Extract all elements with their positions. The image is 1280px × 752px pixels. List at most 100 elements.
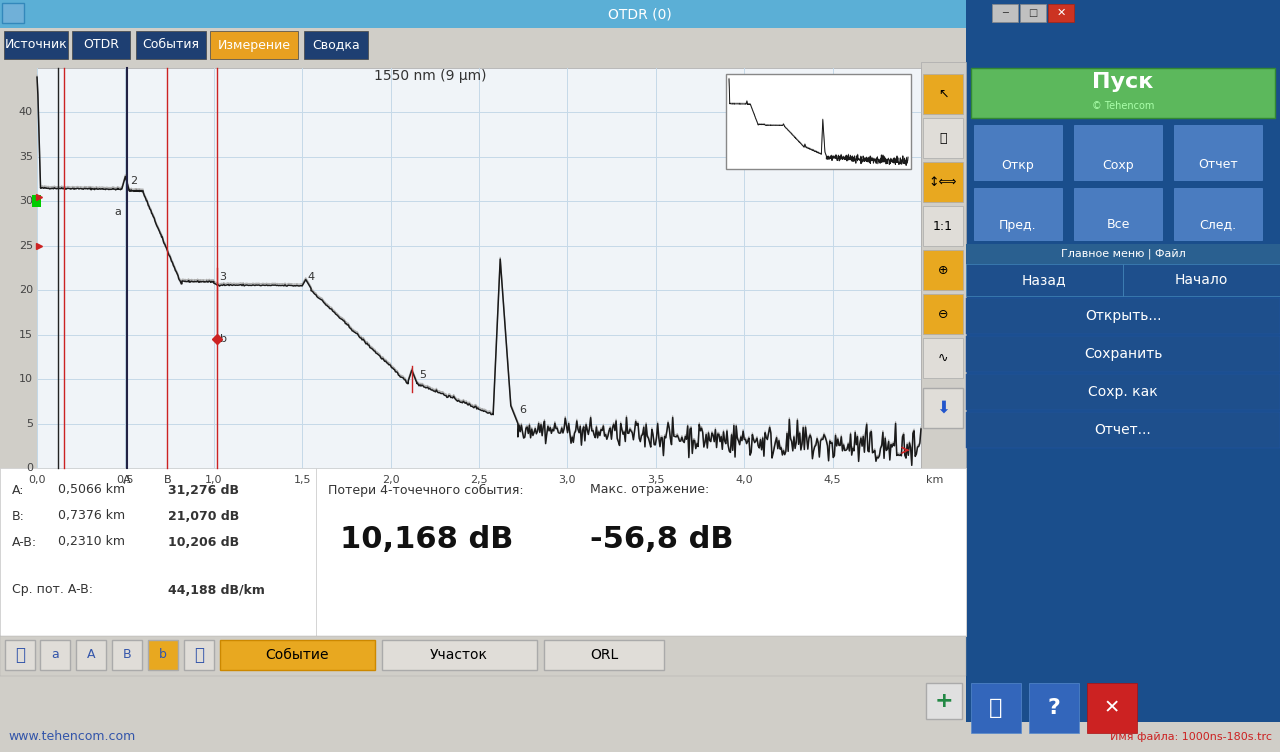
Text: Откр: Откр: [1002, 159, 1034, 171]
Text: ✕: ✕: [1103, 699, 1120, 717]
Bar: [381, 640, 538, 670]
Bar: [5, 640, 35, 670]
Text: km: km: [925, 475, 943, 485]
Text: ↕⟺: ↕⟺: [929, 175, 957, 189]
Bar: [923, 338, 963, 378]
Text: A:: A:: [12, 484, 24, 496]
Bar: [1123, 264, 1280, 296]
Bar: [0, 28, 966, 62]
Text: 25: 25: [19, 241, 33, 250]
Text: 40: 40: [19, 108, 33, 117]
Text: 2: 2: [129, 176, 137, 186]
Text: b: b: [220, 334, 228, 344]
Text: Начало: Начало: [1174, 273, 1228, 287]
Text: B: B: [123, 648, 132, 662]
Text: 10,206 dB: 10,206 dB: [168, 535, 239, 548]
Text: 1,5: 1,5: [293, 475, 311, 485]
Text: События: События: [142, 38, 200, 51]
Text: ORL: ORL: [590, 648, 618, 662]
Text: 5: 5: [419, 370, 426, 380]
Text: Сохр. как: Сохр. как: [1088, 385, 1158, 399]
Text: A: A: [123, 475, 131, 485]
Text: ⊖: ⊖: [938, 308, 948, 320]
Text: 31,276 dB: 31,276 dB: [168, 484, 239, 496]
Bar: [184, 640, 214, 670]
Text: Имя файла: 1000ns-180s.trc: Имя файла: 1000ns-180s.trc: [1110, 732, 1272, 742]
Bar: [148, 640, 178, 670]
Text: ⊕: ⊕: [938, 263, 948, 277]
Text: 10,168 dB: 10,168 dB: [340, 526, 513, 554]
Bar: [1020, 4, 1046, 22]
Text: 0,7376 km: 0,7376 km: [58, 510, 125, 523]
Bar: [966, 264, 1123, 296]
Bar: [1074, 188, 1162, 240]
Bar: [974, 125, 1062, 180]
Bar: [37, 68, 922, 468]
Text: ?: ?: [1047, 698, 1060, 718]
Text: 〈: 〈: [15, 646, 26, 664]
Bar: [1029, 683, 1079, 733]
Bar: [923, 74, 963, 114]
Text: © Tehencom: © Tehencom: [1092, 101, 1155, 111]
Bar: [923, 118, 963, 158]
Bar: [0, 0, 1280, 28]
Text: ∿: ∿: [938, 351, 948, 365]
Text: 4: 4: [307, 272, 315, 282]
Text: Ср. пот. A-B:: Ср. пот. A-B:: [12, 584, 93, 596]
Text: 0,5066 km: 0,5066 km: [58, 484, 125, 496]
Bar: [0, 722, 1280, 752]
Text: Открыть...: Открыть...: [1084, 309, 1161, 323]
Bar: [925, 683, 963, 719]
Bar: [1048, 4, 1074, 22]
Bar: [3, 3, 24, 23]
Text: OTDR: OTDR: [83, 38, 119, 51]
Text: 5: 5: [26, 419, 33, 429]
Bar: [544, 640, 664, 670]
Bar: [32, 196, 41, 208]
Text: +: +: [934, 691, 954, 711]
Text: Сохранить: Сохранить: [1084, 347, 1162, 361]
Text: 0,5: 0,5: [116, 475, 134, 485]
Bar: [972, 68, 1275, 118]
Text: 30: 30: [19, 196, 33, 206]
Text: 4,5: 4,5: [824, 475, 841, 485]
Text: a: a: [115, 207, 122, 217]
Bar: [316, 468, 966, 636]
Bar: [972, 683, 1021, 733]
Bar: [923, 206, 963, 246]
Text: 0: 0: [26, 463, 33, 473]
Bar: [1174, 125, 1262, 180]
Text: Событие: Событие: [265, 648, 329, 662]
Bar: [305, 31, 369, 59]
Bar: [1074, 125, 1162, 180]
Text: OTDR (0): OTDR (0): [608, 7, 672, 21]
Text: 10: 10: [19, 374, 33, 384]
Text: Все: Все: [1106, 219, 1130, 232]
Text: Сводка: Сводка: [312, 38, 360, 51]
Text: 2,0: 2,0: [381, 475, 399, 485]
Bar: [76, 640, 106, 670]
Text: Источник: Источник: [5, 38, 68, 51]
Text: 〉: 〉: [195, 646, 204, 664]
Text: ⓘ: ⓘ: [989, 698, 1002, 718]
Text: a: a: [51, 648, 59, 662]
Bar: [40, 640, 70, 670]
Bar: [966, 412, 1280, 448]
Text: 44,188 dB/km: 44,188 dB/km: [168, 584, 265, 596]
Text: 20: 20: [19, 285, 33, 296]
Text: 35: 35: [19, 152, 33, 162]
Bar: [1087, 683, 1137, 733]
Bar: [923, 162, 963, 202]
Text: ✕: ✕: [1056, 8, 1066, 18]
Text: 3,0: 3,0: [558, 475, 576, 485]
Bar: [923, 294, 963, 334]
Text: Отчет: Отчет: [1198, 159, 1238, 171]
Text: Измерение: Измерение: [218, 38, 291, 51]
Text: Главное меню | Файл: Главное меню | Файл: [1061, 249, 1185, 259]
Bar: [220, 640, 375, 670]
Text: След.: След.: [1199, 219, 1236, 232]
Text: 6: 6: [520, 405, 526, 415]
Text: ↖: ↖: [938, 87, 948, 101]
Bar: [0, 636, 966, 676]
Bar: [0, 468, 316, 636]
